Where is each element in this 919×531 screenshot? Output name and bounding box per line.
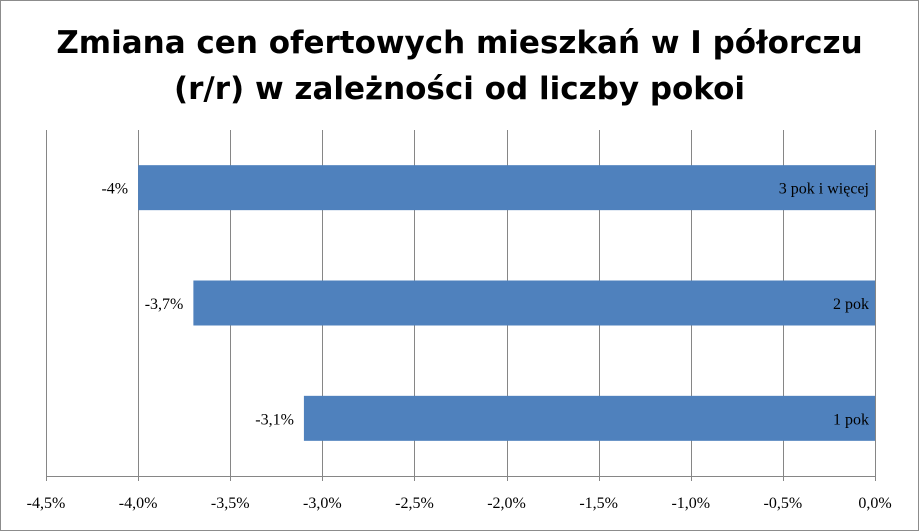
x-tick-label-5: -2,0% bbox=[487, 495, 526, 512]
chart-title-line-1: Zmiana cen ofertowych mieszkań w I półor… bbox=[56, 25, 863, 61]
bar-category-label-2: 1 pok bbox=[833, 411, 869, 428]
bar-2 bbox=[303, 395, 875, 441]
chart-title: Zmiana cen ofertowych mieszkań w I półor… bbox=[0, 20, 919, 112]
x-tick-label-4: -2,5% bbox=[395, 495, 434, 512]
x-tick-label-2: -3,5% bbox=[211, 495, 250, 512]
x-tick-label-9: 0,0% bbox=[858, 495, 891, 512]
bar-value-label-0: -4% bbox=[101, 181, 128, 198]
x-tick-label-6: -1,5% bbox=[579, 495, 618, 512]
x-axis: -4,5% -4,0% -3,5% -3,0% -2,5% -2,0% -1,5% -1,0%… bbox=[27, 476, 892, 512]
bar-0 bbox=[138, 165, 876, 211]
bar-value-label-2: -3,1% bbox=[255, 411, 294, 428]
bar-1 bbox=[193, 280, 875, 326]
x-tick-label-1: -4,0% bbox=[119, 495, 158, 512]
bar-category-label-0: 3 pok i więcej bbox=[779, 181, 869, 198]
x-tick-label-7: -1,0% bbox=[671, 495, 710, 512]
bar-category-label-1: 2 pok bbox=[833, 296, 869, 313]
bar-value-label-1: -3,7% bbox=[145, 296, 184, 313]
chart-title-line-2: (r/r) w zależności od liczby pokoi bbox=[173, 71, 746, 107]
x-tick-label-8: -0,5% bbox=[764, 495, 803, 512]
bars: 3 pok i więcej -4% 2 pok -3,7% 1 pok -3,1% bbox=[101, 165, 876, 441]
x-tick-label-0: -4,5% bbox=[27, 495, 66, 512]
x-tick-label-3: -3,0% bbox=[303, 495, 342, 512]
